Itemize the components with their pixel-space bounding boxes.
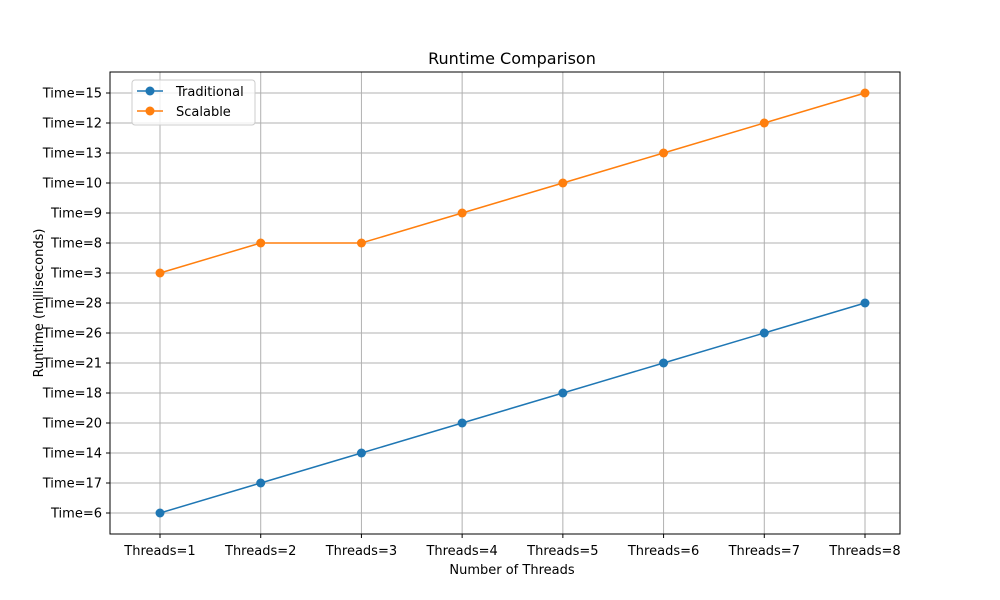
x-tick-label: Threads=8 bbox=[828, 544, 900, 559]
y-tick-label: Time=18 bbox=[42, 387, 102, 402]
data-point-traditional bbox=[659, 358, 669, 368]
y-axis-ticks: Time=6 Time=17 Time=14 Time=20 Time=18 Time=2… bbox=[42, 87, 110, 522]
x-tick-label: Threads=3 bbox=[325, 544, 397, 559]
data-point-scalable bbox=[457, 208, 467, 218]
legend-marker-traditional bbox=[145, 86, 155, 96]
data-point-scalable bbox=[256, 238, 266, 248]
legend: Traditional Scalable bbox=[131, 79, 256, 126]
data-point-scalable bbox=[558, 178, 568, 188]
plot-area-border bbox=[109, 71, 901, 535]
data-point-scalable bbox=[356, 238, 366, 248]
data-point-scalable bbox=[759, 118, 769, 128]
data-point-traditional bbox=[558, 388, 568, 398]
x-tick-label: Threads=4 bbox=[425, 544, 497, 559]
data-point-traditional bbox=[457, 418, 467, 428]
x-tick-label: Threads=2 bbox=[224, 544, 296, 559]
data-point-traditional bbox=[356, 448, 366, 458]
y-tick-label: Time=20 bbox=[42, 417, 102, 432]
x-tick-label: Threads=7 bbox=[728, 544, 800, 559]
data-point-scalable bbox=[659, 148, 669, 158]
data-point-traditional bbox=[155, 508, 165, 518]
data-point-traditional bbox=[256, 478, 266, 488]
legend-marker-scalable bbox=[145, 106, 155, 116]
x-tick-label: Threads=6 bbox=[627, 544, 699, 559]
data-point-scalable bbox=[860, 88, 870, 98]
y-tick-label: Time=26 bbox=[42, 327, 102, 342]
x-axis-ticks: Threads=1 Threads=2 Threads=3 Threads=4 Thre… bbox=[123, 534, 901, 559]
y-tick-label: Time=12 bbox=[42, 117, 102, 132]
y-tick-label: Time=10 bbox=[42, 177, 102, 192]
x-tick-label: Threads=5 bbox=[526, 544, 598, 559]
y-tick-label: Time=6 bbox=[50, 507, 102, 522]
legend-label-traditional: Traditional bbox=[175, 85, 244, 100]
series-line-scalable bbox=[159, 92, 866, 274]
legend-label-scalable: Scalable bbox=[176, 105, 231, 120]
chart-title: Runtime Comparison bbox=[428, 49, 596, 68]
x-axis-label: Number of Threads bbox=[449, 563, 574, 578]
y-tick-label: Time=21 bbox=[42, 357, 102, 372]
y-tick-label: Time=15 bbox=[42, 87, 102, 102]
y-tick-label: Time=3 bbox=[50, 267, 102, 282]
y-tick-label: Time=9 bbox=[50, 207, 102, 222]
x-tick-label: Threads=1 bbox=[123, 544, 195, 559]
y-tick-label: Time=13 bbox=[42, 147, 102, 162]
y-tick-label: Time=28 bbox=[42, 297, 102, 312]
y-tick-label: Time=17 bbox=[42, 477, 102, 492]
series-layer bbox=[155, 88, 870, 518]
data-point-traditional bbox=[860, 298, 870, 308]
data-point-scalable bbox=[155, 268, 165, 278]
grid-lines bbox=[110, 72, 900, 534]
series-line-traditional bbox=[159, 302, 866, 514]
data-point-traditional bbox=[759, 328, 769, 338]
y-tick-label: Time=8 bbox=[50, 237, 102, 252]
y-tick-label: Time=14 bbox=[42, 447, 102, 462]
y-axis-label: Runtime (milliseconds) bbox=[32, 229, 47, 378]
